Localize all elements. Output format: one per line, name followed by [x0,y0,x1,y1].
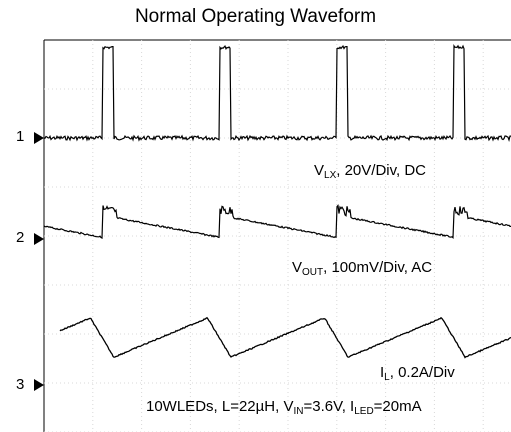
series-label-il: IL, 0.2A/Div [380,364,455,383]
channel-2-arrow [34,233,44,245]
channel-3-arrow [34,379,44,391]
series-label-vlx: VLX, 20V/Div, DC [314,162,426,181]
channel-1-marker: 1 [16,128,25,145]
series-label-vout: VOUT, 100mV/Div, AC [292,259,433,278]
series-vlx-trace [43,44,511,143]
chart-title: Normal Operating Waveform [134,6,377,27]
channel-3-marker: 3 [16,376,25,393]
channel-1-arrow [34,132,44,144]
series-il-trace [59,316,511,359]
channel-2-marker: 2 [16,229,25,246]
series-vout-trace [43,204,511,240]
test-conditions-footer: 10WLEDs, L=22µH, VIN=3.6V, ILED=20mA [146,398,422,417]
